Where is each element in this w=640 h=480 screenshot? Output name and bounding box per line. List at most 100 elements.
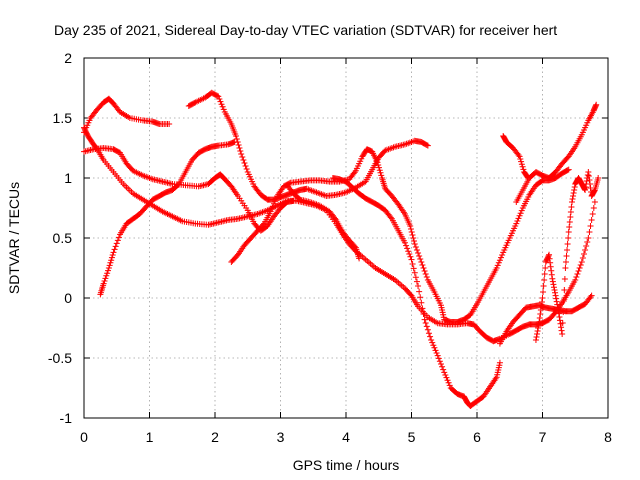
data-track <box>228 146 572 325</box>
data-point <box>411 269 418 276</box>
data-point <box>591 188 598 194</box>
data-point <box>105 265 112 271</box>
x-tick-label: 0 <box>80 429 88 445</box>
data-point <box>430 342 437 349</box>
y-tick-label: 0.5 <box>53 230 73 246</box>
data-point <box>378 172 385 179</box>
data-point <box>239 154 246 160</box>
data-point <box>564 167 571 174</box>
data-point <box>218 101 225 108</box>
data-point <box>575 268 582 274</box>
data-point <box>587 223 594 229</box>
data-point <box>559 331 566 337</box>
data-point <box>425 330 432 337</box>
data-point <box>565 166 572 173</box>
data-point <box>582 187 589 193</box>
data-point <box>540 289 547 295</box>
data-point <box>536 319 543 325</box>
x-axis-label: GPS time / hours <box>293 457 400 473</box>
data-point <box>115 234 122 241</box>
data-point <box>432 347 439 354</box>
tick-labels: 0 1 2 3 4 5 6 7 8 -1 -0.5 0 0.5 1 1.5 2 <box>48 50 612 445</box>
data-point <box>421 268 428 274</box>
data-point <box>556 317 563 324</box>
data-point <box>537 307 544 313</box>
data-point <box>100 280 107 287</box>
data-point <box>561 287 568 293</box>
data-point <box>574 271 581 277</box>
y-tick-label: 0 <box>64 290 72 306</box>
data-point <box>568 204 575 210</box>
data-point <box>561 276 568 282</box>
data-point <box>232 133 239 139</box>
data-point <box>533 334 540 340</box>
data-point <box>535 322 542 328</box>
data-point <box>418 259 425 265</box>
data-point <box>577 262 584 268</box>
data-point <box>565 229 572 235</box>
y-tick-label: 1.5 <box>53 110 73 126</box>
data-point <box>515 215 522 222</box>
data-point <box>554 304 561 311</box>
data-point <box>114 237 121 244</box>
data-point <box>215 93 222 100</box>
data-point <box>418 299 425 306</box>
data-point <box>583 178 590 184</box>
data-point <box>588 217 595 223</box>
data-point <box>356 255 363 262</box>
data-point <box>191 100 198 106</box>
data-track <box>185 89 431 203</box>
data-point <box>234 139 241 145</box>
data-point <box>440 366 447 373</box>
data-track <box>81 95 173 136</box>
data-point <box>427 333 434 340</box>
data-point <box>546 251 553 258</box>
data-point <box>110 249 117 256</box>
data-point <box>520 166 527 173</box>
data-point <box>111 246 118 253</box>
data-point <box>424 326 431 333</box>
data-point <box>595 175 602 181</box>
data-point <box>407 223 414 229</box>
data-point <box>516 153 523 160</box>
data-point <box>424 142 431 149</box>
x-tick-label: 7 <box>539 429 547 445</box>
data-point <box>562 265 569 271</box>
data-point <box>593 101 600 108</box>
data-point <box>236 145 243 151</box>
data-point <box>413 278 420 285</box>
data-point <box>553 298 560 305</box>
data-point <box>555 307 562 314</box>
data-point <box>377 169 384 176</box>
data-point <box>441 369 448 376</box>
data-track <box>81 145 297 234</box>
data-point <box>552 289 559 296</box>
data-point <box>104 270 111 277</box>
data-point <box>553 295 560 302</box>
data-point <box>564 241 571 247</box>
data-point <box>568 199 575 205</box>
data-track <box>500 133 532 181</box>
axis-ticks <box>83 57 609 419</box>
data-point <box>585 173 592 179</box>
data-point <box>550 281 557 288</box>
data-point <box>567 209 574 215</box>
data-point <box>423 274 430 280</box>
data-point <box>419 305 426 312</box>
x-tick-label: 8 <box>604 429 612 445</box>
data-point <box>518 161 525 168</box>
data-point <box>296 195 303 202</box>
data-point <box>496 257 503 264</box>
data-point <box>564 247 571 253</box>
data-point <box>332 215 339 222</box>
data-point <box>112 243 119 250</box>
data-point <box>499 252 506 258</box>
data-track <box>284 182 363 262</box>
data-point <box>269 203 276 210</box>
data-point <box>415 283 422 289</box>
data-point <box>549 275 556 282</box>
x-tick-label: 1 <box>146 429 154 445</box>
data-point <box>166 121 173 127</box>
data-point <box>570 190 577 196</box>
